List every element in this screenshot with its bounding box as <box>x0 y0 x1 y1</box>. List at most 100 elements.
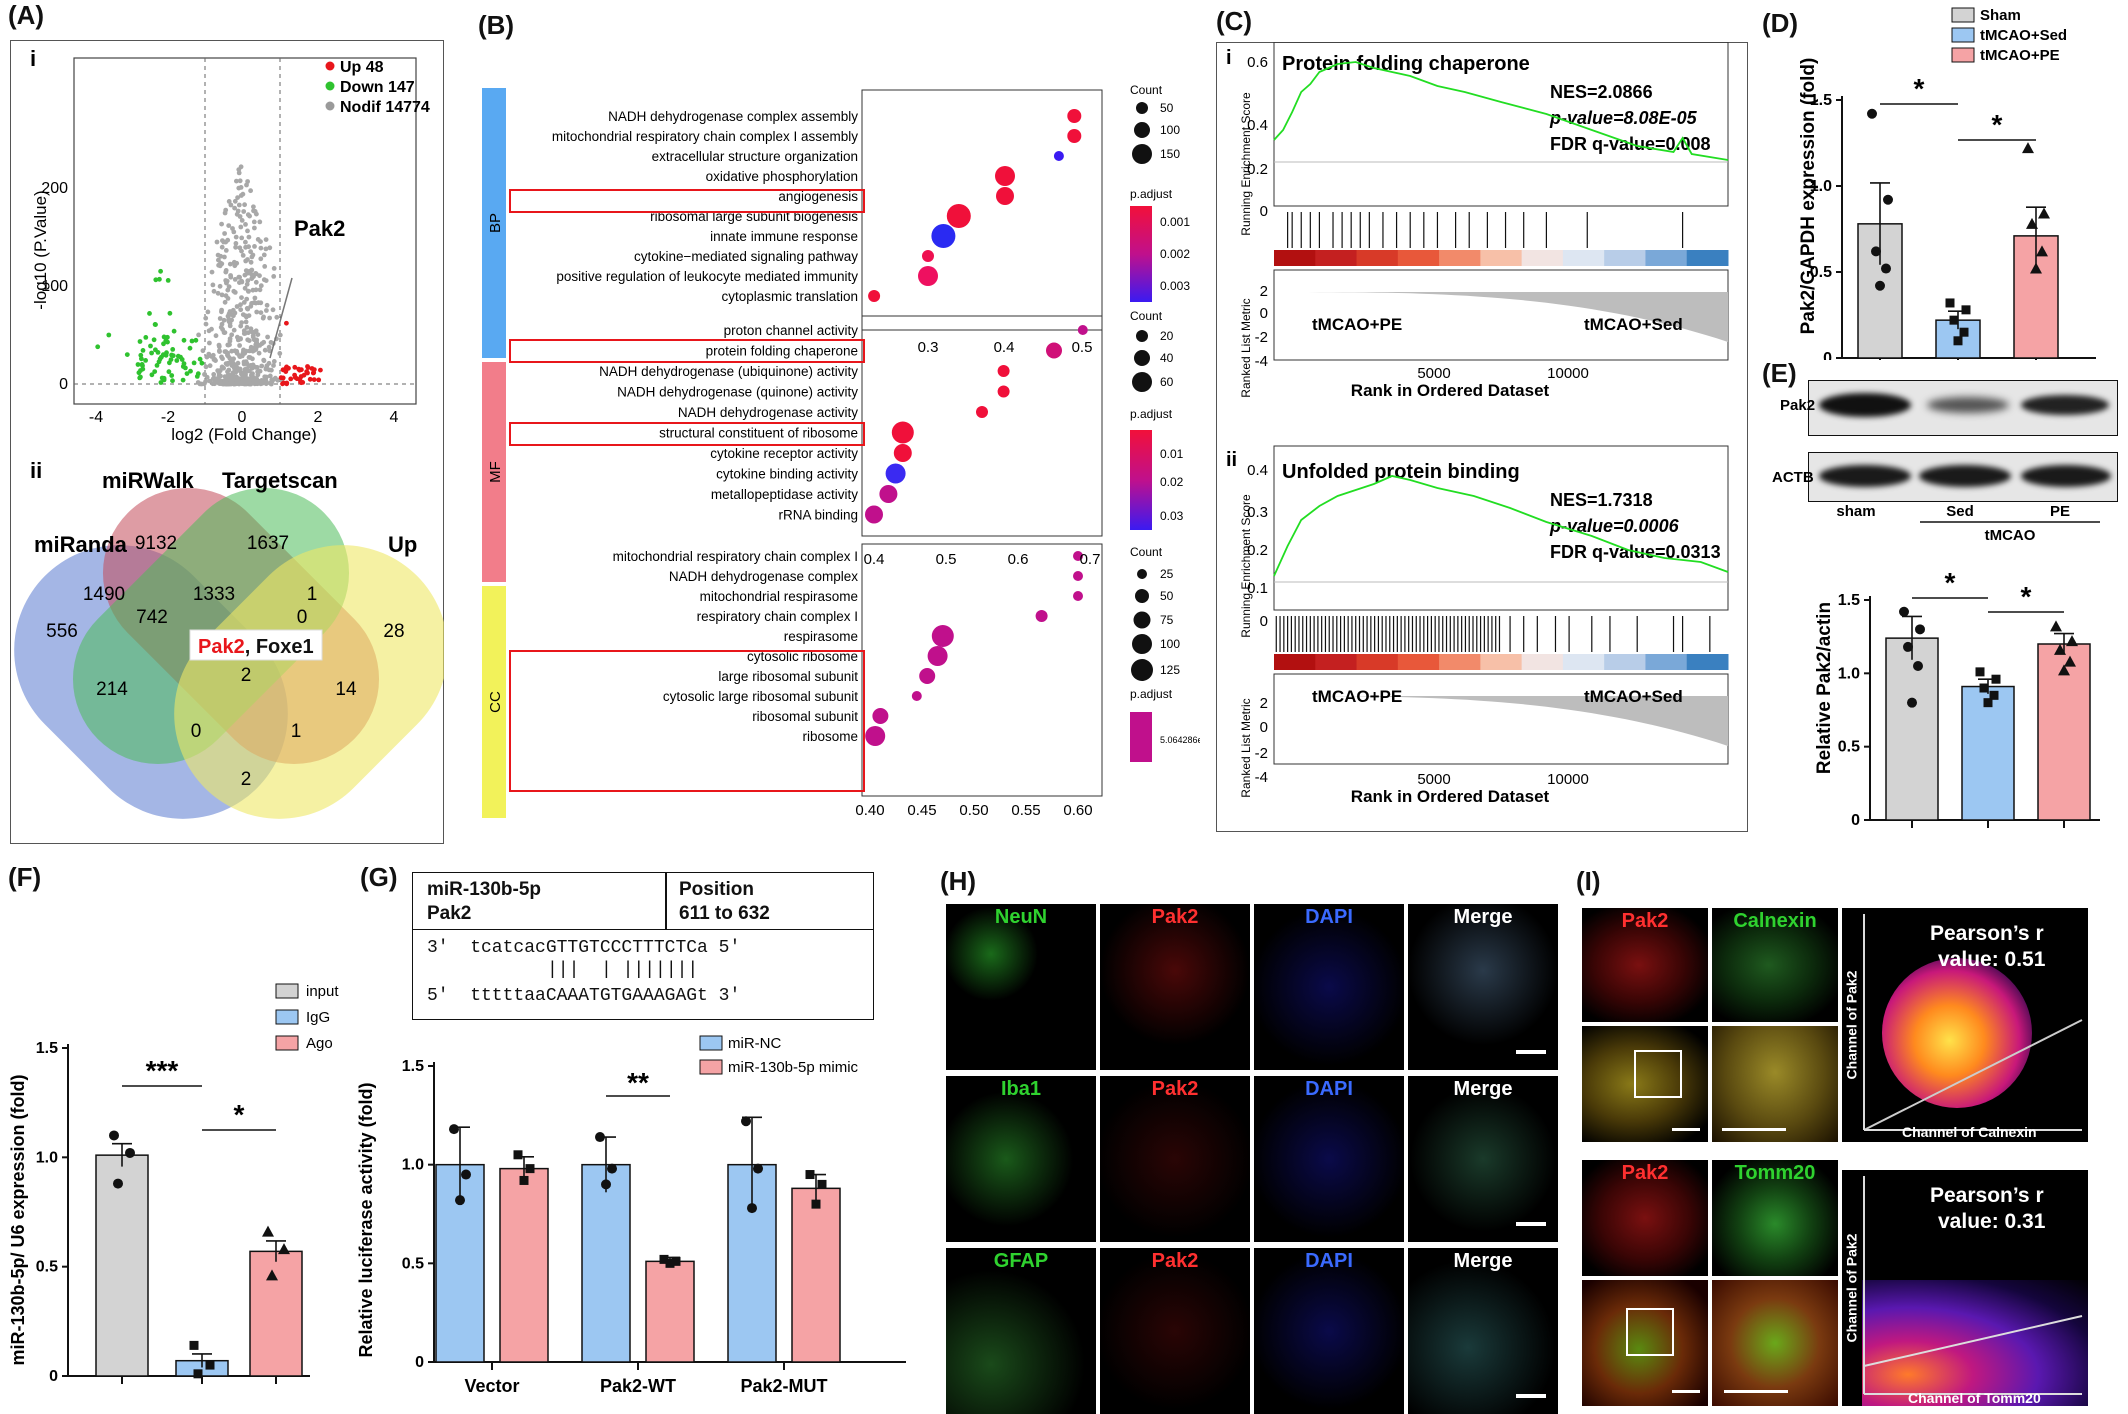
panel-e-svg: Pak2 ACTB sham Sed PE tMCAO Relative Pak… <box>1772 397 2100 829</box>
volcano-point-down <box>158 380 164 385</box>
b-mf-padj-title: p.adjust <box>1130 407 1173 421</box>
volcano-point-nodif <box>271 363 276 368</box>
b-mf-xtick-0: 0.4 <box>864 551 885 568</box>
h-channel-label: NeuN <box>994 906 1048 928</box>
c-xlabel-2: Rank in Ordered Dataset <box>1351 787 1550 806</box>
volcano-point-nodif <box>195 380 201 385</box>
volcano-point-nodif <box>250 375 255 381</box>
data-point <box>461 1169 471 1180</box>
panel-g-svg: miR-NC miR-130b-5p mimic Relative lucife… <box>356 1035 906 1396</box>
data-point <box>1915 624 1925 635</box>
volcano-point-nodif <box>271 266 277 271</box>
volcano-point-nodif <box>222 254 227 260</box>
volcano-point-nodif <box>207 363 213 369</box>
volcano-point-up <box>281 380 287 386</box>
c-p-1: p-value=8.08E-05 <box>1549 108 1698 128</box>
venn-n214: 214 <box>96 679 128 700</box>
volcano-point-nodif <box>254 309 260 315</box>
volcano-point-up <box>307 376 313 382</box>
volcano-point-nodif <box>214 239 220 245</box>
volcano-point-nodif <box>277 332 283 338</box>
volcano-point-nodif <box>257 287 263 293</box>
g-seq-pipes: ||| | ||||||| <box>547 960 699 980</box>
volcano-point-nodif <box>224 278 230 284</box>
b-cc-count-1: 50 <box>1160 589 1174 603</box>
gsea-rank-bar <box>1315 250 1358 266</box>
d-legend-1: tMCAO+Sed <box>1980 27 2067 44</box>
sig-star: *** <box>146 1055 179 1086</box>
volcano-point-nodif <box>229 348 235 354</box>
volcano-point-nodif <box>241 300 247 305</box>
gsea-rank-bar <box>1521 654 1564 670</box>
volcano-point-nodif <box>263 278 269 283</box>
go-dot <box>893 444 912 462</box>
bar <box>1885 637 1939 821</box>
volcano-point-nodif <box>267 245 273 251</box>
volcano-point-nodif <box>249 254 255 260</box>
volcano-point-nodif <box>256 350 262 356</box>
go-dot <box>872 708 889 724</box>
h-channel-label: Merge <box>1453 1250 1513 1272</box>
h-image-neun-dapi: DAPI <box>1254 904 1404 1070</box>
h-channel-label: Merge <box>1453 906 1513 928</box>
volcano-point-nodif <box>261 357 267 363</box>
volcano-point-nodif <box>207 340 212 346</box>
data-point <box>1881 263 1891 274</box>
venn-set-up: Up <box>388 532 417 557</box>
volcano-point-nodif <box>244 281 250 287</box>
bar-y-tick-label: 0 <box>415 1354 424 1371</box>
h-image-neun-pak2: Pak2 <box>1100 904 1250 1070</box>
volcano-point-up <box>288 376 294 382</box>
volcano-point-nodif <box>261 339 267 345</box>
b-cc-xtick-4: 0.60 <box>1063 802 1092 819</box>
go-dot <box>865 505 883 524</box>
bar <box>95 1154 149 1377</box>
volcano-point-down <box>191 360 197 366</box>
volcano-legend-up: Up 48 <box>340 59 384 76</box>
i-bot-value: value: 0.31 <box>1938 1210 2046 1233</box>
volcano-point-down <box>157 276 162 282</box>
volcano-legend-nodif: Nodif 14774 <box>340 99 430 116</box>
volcano-point-up <box>311 377 317 382</box>
data-point <box>805 1170 815 1180</box>
volcano-point-nodif <box>242 272 248 278</box>
volcano-point-up <box>305 364 310 369</box>
venn-box-foxe1: , Foxe1 <box>245 636 314 658</box>
gsea-rank-bar <box>1274 250 1316 266</box>
b-bp-count-1: 100 <box>1160 123 1180 137</box>
go-dot <box>879 485 898 503</box>
go-dot <box>919 668 936 684</box>
h-channel-label: Pak2 <box>1151 1250 1199 1272</box>
volcano-point-nodif <box>217 283 223 289</box>
volcano-point-up <box>296 366 302 372</box>
gsea-rank-bar <box>1439 250 1481 266</box>
sig-star: * <box>1992 109 2003 140</box>
panel-label-g: (G) <box>360 862 398 892</box>
go-dot <box>996 187 1014 205</box>
volcano-point-nodif <box>274 314 280 320</box>
b-bp-padj-0: 0.001 <box>1160 215 1190 229</box>
venn-set-miranda: miRanda <box>34 532 128 557</box>
b-cc-xtick-2: 0.50 <box>959 802 988 819</box>
g-seq-2: 5' tttttaaCAAATGTGAAAGAGt 3' <box>427 986 741 1006</box>
volcano-point-nodif <box>245 212 251 218</box>
volcano-point-nodif <box>261 314 266 320</box>
c-p-2: p-value=0.0006 <box>1549 516 1680 536</box>
volcano-point-nodif <box>253 279 259 285</box>
c-xt1-0: 5000 <box>1417 365 1450 382</box>
volcano-point-nodif <box>237 366 243 372</box>
volcano-point-nodif <box>259 363 265 369</box>
volcano-point-nodif <box>216 379 222 385</box>
volcano-point-down <box>195 371 201 377</box>
go-term-label: structural constituent of ribosome <box>659 426 858 441</box>
volcano-point-nodif <box>228 312 234 317</box>
data-point <box>1953 336 1963 346</box>
data-point <box>665 1258 675 1268</box>
data-point <box>1975 667 1985 677</box>
panel-h-grid: NeuN Pak2 DAPI Merge Iba1 Pak2 DAPI Merge GFAP Pa… <box>946 904 1562 1414</box>
bar-y-tick-label: 1.5 <box>1810 92 1832 109</box>
volcano-point-nodif <box>223 293 229 299</box>
data-point <box>1875 280 1885 291</box>
volcano-point-down <box>151 337 157 343</box>
volcano-point-down <box>139 362 145 367</box>
